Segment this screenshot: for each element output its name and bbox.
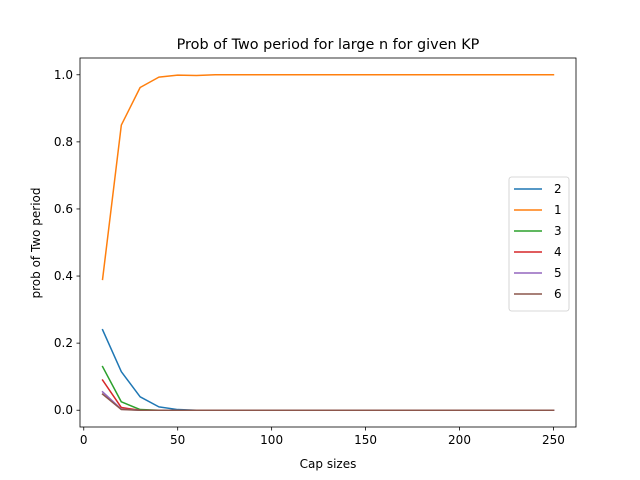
legend-label-5: 5	[554, 266, 562, 280]
x-tick-label: 0	[80, 433, 88, 447]
series-line-1	[101, 74, 555, 281]
y-axis-label: prob of Two period	[29, 188, 43, 299]
axes-frame	[79, 57, 577, 428]
y-tick-label: 0.0	[54, 403, 73, 417]
y-tick-label: 0.6	[54, 202, 73, 216]
x-tick-label: 100	[260, 433, 283, 447]
y-tick-label: 1.0	[54, 68, 73, 82]
plot-area: 0 50 100 150 200 250 0.0 0.2 0.4 0.6 0.8 1.0	[54, 57, 577, 447]
legend: 2 1 3 4 5 6	[508, 176, 570, 312]
y-tick-label: 0.8	[54, 135, 73, 149]
legend-label-3: 3	[554, 224, 562, 238]
y-tick-label: 0.2	[54, 336, 73, 350]
x-tick-label: 250	[542, 433, 565, 447]
chart-title: Prob of Two period for large n for given…	[177, 37, 480, 53]
legend-label-1: 1	[554, 203, 562, 217]
y-tick-label: 0.4	[54, 269, 73, 283]
x-tick-label: 200	[448, 433, 471, 447]
x-tick-label: 150	[354, 433, 377, 447]
x-tick-label: 50	[170, 433, 185, 447]
legend-label-6: 6	[554, 287, 562, 301]
legend-label-2: 2	[554, 182, 562, 196]
legend-label-4: 4	[554, 245, 562, 259]
series-line-6	[101, 393, 555, 411]
x-axis-label: Cap sizes	[300, 457, 357, 471]
